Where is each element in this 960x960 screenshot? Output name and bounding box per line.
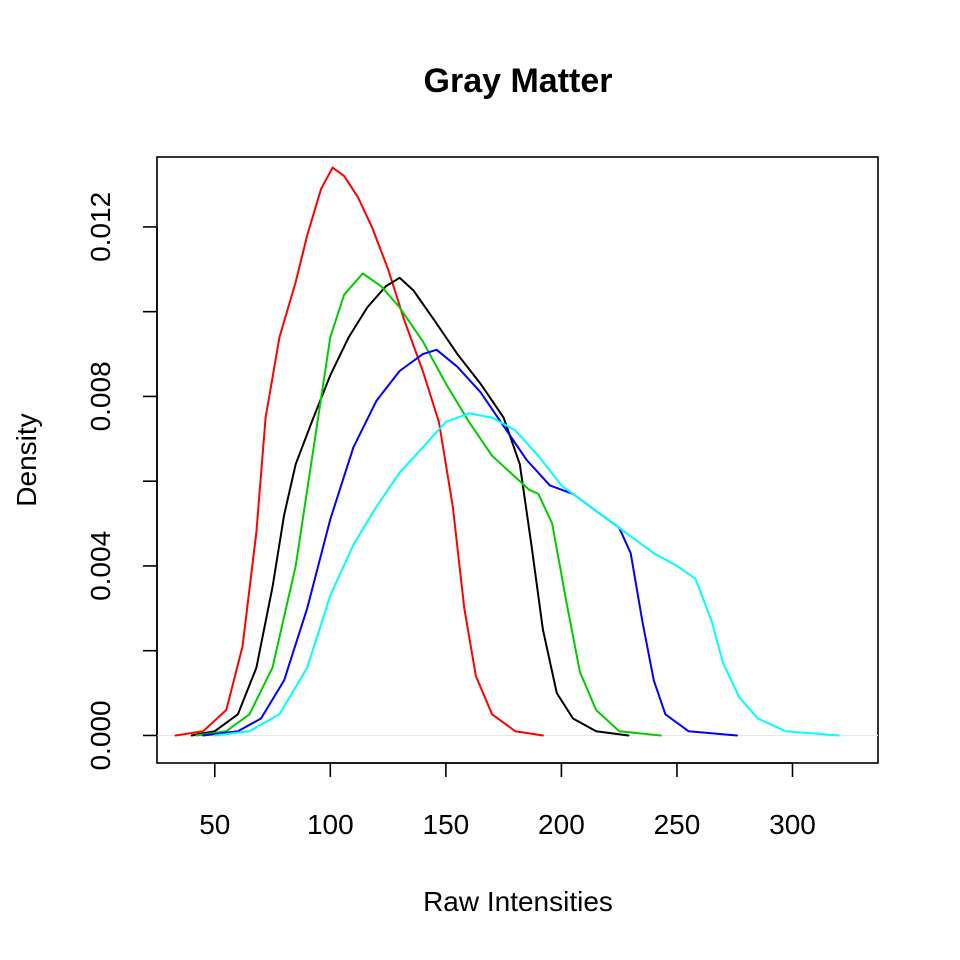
x-tick-label: 250 [654,809,701,840]
y-tick-label: 0.000 [85,700,116,770]
y-axis-label: Density [11,413,42,506]
x-tick-label: 200 [538,809,585,840]
density-line-2 [190,276,630,737]
x-axis-label: Raw Intensities [423,886,613,917]
chart-title: Gray Matter [424,62,613,100]
y-tick-label: 0.004 [85,531,116,601]
x-tick-label: 300 [769,809,816,840]
density-line-4 [202,348,738,737]
x-tick-label: 50 [199,809,230,840]
x-tick-label: 150 [423,809,470,840]
density-line-3 [195,272,662,737]
y-tick-label: 0.008 [85,361,116,431]
y-axis: 0.000 0.004 0.008 0.012 [85,192,158,771]
density-line-5 [213,412,840,737]
x-tick-label: 100 [307,809,354,840]
y-tick-label: 0.012 [85,192,116,262]
x-axis: 50 100 150 200 250 300 [199,762,816,840]
density-line-1 [174,166,544,737]
density-series-group [174,166,840,737]
